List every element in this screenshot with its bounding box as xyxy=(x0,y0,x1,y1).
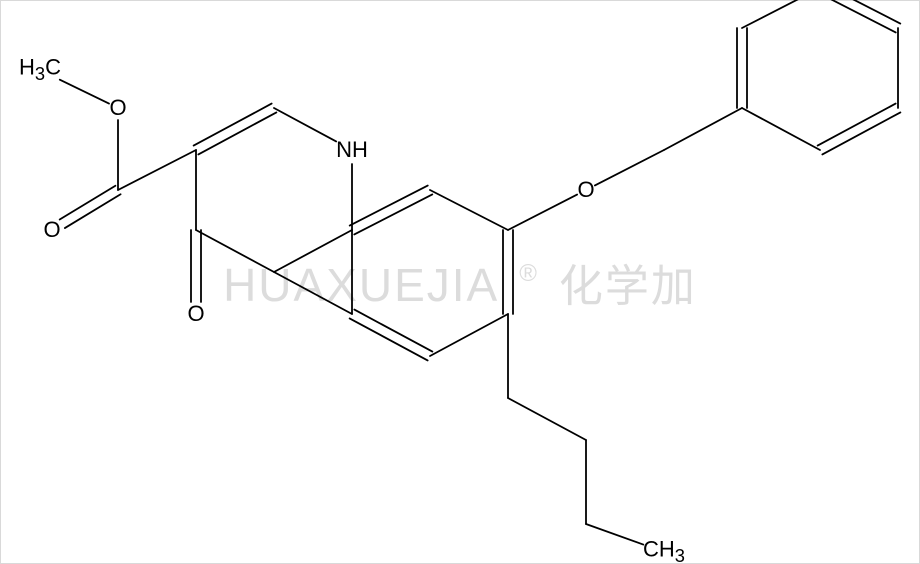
atom-label-CH3_left: H3C xyxy=(19,57,61,84)
atom-label-O7: O xyxy=(577,179,594,201)
atom-label-O_top: O xyxy=(109,97,126,119)
atom-label-Bu4: CH3 xyxy=(643,539,685,564)
atom-label-N1: NH xyxy=(336,139,368,161)
bond-layer xyxy=(0,0,920,564)
atom-label-O_dbl: O xyxy=(43,219,60,241)
molecule-canvas: HUAXUEJIA ® 化学加 H3COONHOOCH3 xyxy=(0,0,920,564)
atom-label-O4: O xyxy=(187,303,204,325)
